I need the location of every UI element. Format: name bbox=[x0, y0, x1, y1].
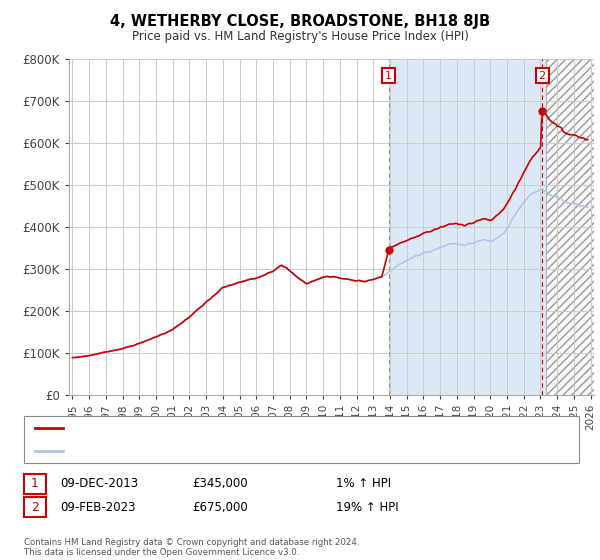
Text: 09-DEC-2013: 09-DEC-2013 bbox=[61, 477, 139, 491]
Text: 2: 2 bbox=[539, 71, 546, 81]
Text: Price paid vs. HM Land Registry's House Price Index (HPI): Price paid vs. HM Land Registry's House … bbox=[131, 30, 469, 43]
Text: £675,000: £675,000 bbox=[192, 501, 248, 514]
Text: 09-FEB-2023: 09-FEB-2023 bbox=[61, 501, 136, 514]
Text: 1: 1 bbox=[385, 71, 392, 81]
Text: 4, WETHERBY CLOSE, BROADSTONE, BH18 8JB: 4, WETHERBY CLOSE, BROADSTONE, BH18 8JB bbox=[110, 14, 490, 29]
Bar bbox=[389, 59, 546, 395]
Text: 2: 2 bbox=[31, 501, 39, 514]
Text: 4, WETHERBY CLOSE, BROADSTONE, BH18 8JB (detached house): 4, WETHERBY CLOSE, BROADSTONE, BH18 8JB … bbox=[69, 423, 406, 433]
Text: 1: 1 bbox=[31, 477, 39, 491]
Text: 1% ↑ HPI: 1% ↑ HPI bbox=[336, 477, 391, 491]
Text: HPI: Average price, detached house, Bournemouth Christchurch and Poole: HPI: Average price, detached house, Bour… bbox=[69, 446, 457, 456]
Text: Contains HM Land Registry data © Crown copyright and database right 2024.
This d: Contains HM Land Registry data © Crown c… bbox=[24, 538, 359, 557]
Bar bbox=[546, 59, 600, 395]
Text: £345,000: £345,000 bbox=[192, 477, 248, 491]
Text: 19% ↑ HPI: 19% ↑ HPI bbox=[336, 501, 398, 514]
